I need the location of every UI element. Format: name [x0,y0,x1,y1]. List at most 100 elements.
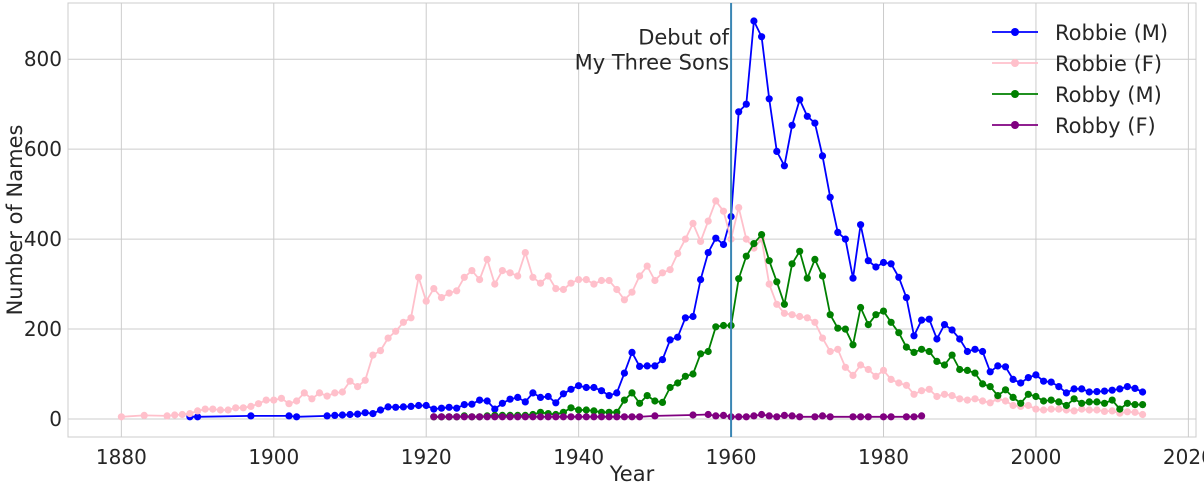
data-point [857,361,865,369]
data-point [544,272,552,280]
data-point [590,280,598,288]
data-point [994,362,1002,370]
data-point [323,412,331,420]
data-point [910,332,918,340]
data-point [468,413,476,421]
data-point [1116,385,1124,393]
data-point [735,108,743,116]
data-point [514,413,522,421]
x-axis-title: Year [609,462,655,484]
data-point [232,404,240,412]
legend-swatch-marker [1011,28,1019,36]
data-point [277,394,285,402]
data-point [1070,407,1078,415]
data-point [582,276,590,284]
data-point [864,257,872,265]
data-point [796,247,804,255]
data-point [918,387,926,395]
data-point [712,412,720,420]
data-point [285,400,293,408]
data-point [460,413,468,421]
data-point [872,372,880,380]
data-point [902,294,911,302]
data-point [849,371,857,379]
data-point [918,412,926,420]
data-point [765,95,773,103]
data-point [864,413,872,421]
data-point [895,329,903,337]
series-3 [430,410,926,421]
data-point [704,249,712,257]
series-1 [117,197,1147,421]
data-point [559,413,568,421]
data-point [1040,377,1048,385]
legend-label: Robbie (F) [1055,52,1162,76]
legend-item: Robby (M) [992,83,1162,107]
data-point [384,334,392,342]
data-point [826,347,834,356]
data-point [498,399,506,407]
data-point [780,309,789,317]
data-point [719,411,728,419]
data-point [933,335,941,343]
data-point [399,403,407,411]
data-point [735,204,743,212]
data-point [293,413,301,421]
data-point [765,280,773,288]
x-tick-label: 1920 [401,445,452,469]
data-point [254,400,263,408]
data-point [575,413,583,421]
data-point [933,357,941,365]
data-point [1055,405,1063,413]
data-point [476,276,484,284]
data-point [681,235,690,243]
data-point [590,407,598,415]
data-point [1001,386,1010,394]
data-point [857,303,865,312]
data-point [651,412,659,420]
data-point [979,380,987,388]
data-point [925,315,933,323]
data-point [521,398,529,406]
data-point [1093,398,1101,406]
data-point [559,285,568,294]
data-point [209,405,217,413]
x-tick-label: 2000 [1010,445,1061,469]
data-point [1070,395,1078,403]
data-point [361,376,369,384]
data-point [536,413,545,421]
data-point [712,197,720,205]
data-point [773,413,781,421]
data-point [712,234,720,242]
y-tick-label: 0 [49,407,62,431]
legend: Robbie (M) Robbie (F) Robby (M) Robby (F) [992,21,1168,138]
data-point [818,272,827,280]
data-point [971,395,979,403]
data-point [872,311,880,319]
legend-swatch-marker [1011,59,1019,67]
data-point [796,312,804,321]
data-point [735,275,743,283]
data-point [986,399,994,407]
data-point [986,383,994,391]
series-2 [430,231,1147,421]
data-point [376,347,385,355]
data-point [811,413,819,421]
data-point [636,399,644,407]
data-point [689,411,697,419]
data-point [704,410,712,419]
data-point [841,235,850,243]
data-point [697,350,705,358]
data-point [1116,405,1124,413]
data-point [1093,406,1101,414]
data-point [186,410,194,418]
data-point [719,207,728,215]
data-point [742,235,750,243]
data-point [628,389,636,397]
data-point [681,372,690,380]
legend-label: Robbie (M) [1055,21,1168,45]
data-point [879,307,888,315]
data-point [521,249,529,257]
data-point [498,413,506,421]
